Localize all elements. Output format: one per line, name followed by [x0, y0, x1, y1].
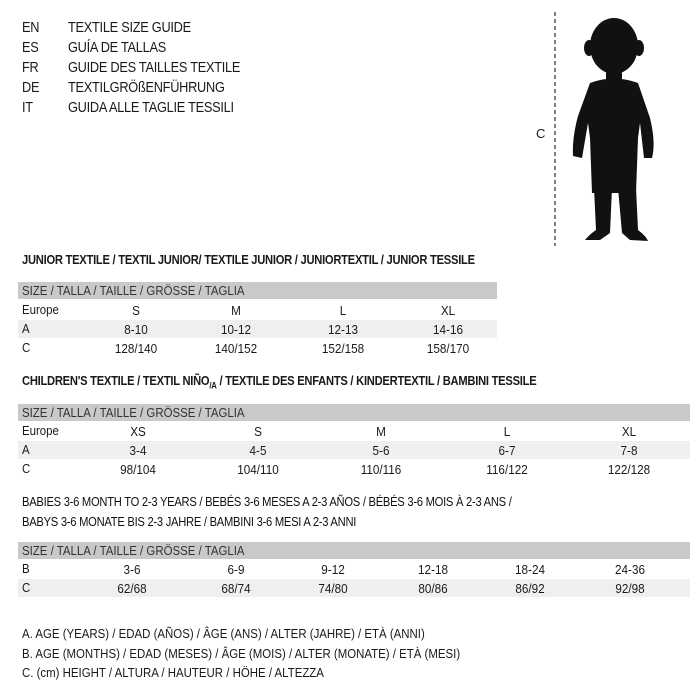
table-cell: S	[132, 303, 140, 318]
size-header-label: SIZE / TALLA / TAILLE / GRÖSSE / TAGLIA	[22, 543, 245, 558]
lang-title: TEXTILE SIZE GUIDE	[68, 20, 191, 36]
table-row: Europe S M L XL	[18, 301, 497, 319]
table-row: A 8-10 10-12 12-13 14-16	[18, 320, 497, 338]
table-cell: M	[376, 424, 386, 439]
table-cell: 14-16	[433, 322, 463, 337]
babies-section-title-line2: BABYS 3-6 MONATE BIS 2-3 JAHRE / BAMBINI…	[22, 514, 357, 529]
title-text: / TEXTILE DES ENFANTS / KINDERTEXTIL / B…	[216, 373, 537, 388]
row-label: C	[22, 461, 31, 476]
row-label: Europe	[22, 302, 59, 317]
table-cell: 74/80	[318, 581, 348, 596]
table-cell: 122/128	[607, 462, 651, 477]
row-label: C	[22, 580, 31, 595]
table-cell: 24-36	[615, 562, 645, 577]
junior-size-header: SIZE / TALLA / TAILLE / GRÖSSE / TAGLIA	[18, 282, 497, 299]
size-header-label: SIZE / TALLA / TAILLE / GRÖSSE / TAGLIA	[22, 405, 245, 420]
table-cell: 92/98	[615, 581, 645, 596]
row-label: B	[22, 561, 30, 576]
babies-size-header: SIZE / TALLA / TAILLE / GRÖSSE / TAGLIA	[18, 542, 690, 559]
title-text: CHILDREN'S TEXTILE / TEXTIL NIÑO	[22, 373, 210, 388]
table-cell: 12-18	[418, 562, 448, 577]
table-cell: 12-13	[328, 322, 358, 337]
table-cell: 68/74	[221, 581, 251, 596]
lang-code: EN	[22, 20, 40, 36]
child-silhouette-icon	[554, 12, 654, 246]
table-cell: 140/152	[214, 341, 258, 356]
table-cell: 98/104	[120, 462, 156, 477]
table-cell: 7-8	[620, 443, 638, 458]
junior-section-title: JUNIOR TEXTILE / TEXTIL JUNIOR/ TEXTILE …	[22, 252, 475, 267]
legend-age-months: B. AGE (MONTHS) / EDAD (MESES) / ÂGE (MO…	[22, 646, 461, 661]
table-cell: 6-7	[498, 443, 516, 458]
lang-code: DE	[22, 80, 40, 96]
table-cell: XL	[621, 424, 637, 439]
table-row: A 3-4 4-5 5-6 6-7 7-8	[18, 441, 690, 459]
table-cell: 8-10	[124, 322, 148, 337]
table-row: C 128/140 140/152 152/158 158/170	[18, 339, 497, 357]
children-section-title: CHILDREN'S TEXTILE / TEXTIL NIÑO/A / TEX…	[22, 373, 537, 391]
row-label: Europe	[22, 423, 59, 438]
table-row: C 62/68 68/74 74/80 80/86 86/92 92/98	[18, 579, 690, 597]
lang-code: ES	[22, 40, 39, 56]
table-cell: 116/122	[486, 462, 528, 477]
table-cell: XL	[440, 303, 456, 318]
title-subscript: /A	[209, 380, 217, 391]
table-cell: 80/86	[418, 581, 448, 596]
table-cell: 10-12	[221, 322, 251, 337]
table-cell: 6-9	[227, 562, 245, 577]
table-row: Europe XS S M L XL	[18, 422, 690, 440]
lang-code: FR	[22, 60, 39, 76]
lang-title: GUIDE DES TAILLES TEXTILE	[68, 60, 241, 76]
table-cell: 128/140	[114, 341, 158, 356]
table-cell: S	[254, 424, 262, 439]
table-cell: 18-24	[515, 562, 545, 577]
table-cell: 9-12	[321, 562, 345, 577]
table-cell: 3-4	[129, 443, 147, 458]
lang-title: TEXTILGRÖßENFÜHRUNG	[68, 80, 225, 96]
lang-title: GUIDA ALLE TAGLIE TESSILI	[68, 100, 234, 116]
height-measure-label: C	[536, 126, 546, 141]
babies-section-title-line1: BABIES 3-6 MONTH TO 2-3 YEARS / BEBÉS 3-…	[22, 494, 512, 509]
legend-height: C. (cm) HEIGHT / ALTURA / HAUTEUR / HÖHE…	[22, 665, 324, 680]
table-cell: L	[339, 303, 347, 318]
table-cell: 3-6	[123, 562, 141, 577]
lang-code: IT	[22, 100, 33, 116]
table-cell: 152/158	[321, 341, 365, 356]
table-cell: M	[231, 303, 241, 318]
table-row: C 98/104 104/110 110/116 116/122 122/128	[18, 460, 690, 478]
table-cell: 110/116	[360, 462, 402, 477]
table-cell: 158/170	[426, 341, 470, 356]
table-cell: 104/110	[237, 462, 279, 477]
row-label: A	[22, 442, 30, 457]
legend-age-years: A. AGE (YEARS) / EDAD (AÑOS) / ÂGE (ANS)…	[22, 626, 425, 641]
children-size-header: SIZE / TALLA / TAILLE / GRÖSSE / TAGLIA	[18, 404, 690, 421]
table-cell: XS	[130, 424, 146, 439]
table-cell: 4-5	[249, 443, 267, 458]
table-cell: 86/92	[515, 581, 545, 596]
row-label: A	[22, 321, 30, 336]
lang-title: GUÍA DE TALLAS	[68, 40, 166, 56]
table-cell: L	[503, 424, 511, 439]
table-row: B 3-6 6-9 9-12 12-18 18-24 24-36	[18, 560, 690, 578]
table-cell: 62/68	[117, 581, 147, 596]
row-label: C	[22, 340, 31, 355]
size-header-label: SIZE / TALLA / TAILLE / GRÖSSE / TAGLIA	[22, 283, 245, 298]
table-cell: 5-6	[372, 443, 390, 458]
